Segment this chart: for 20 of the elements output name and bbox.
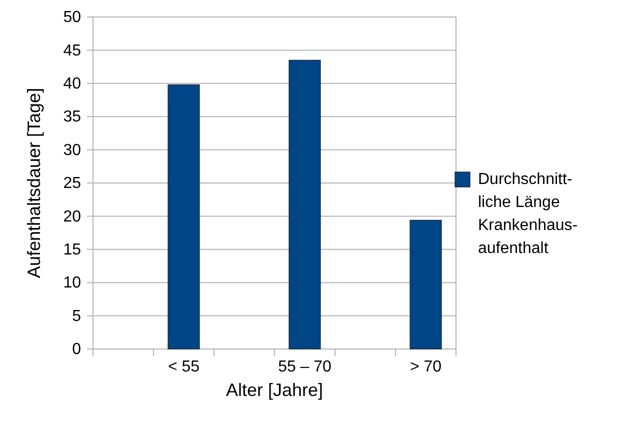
y-tick-label: 35 bbox=[63, 108, 82, 126]
y-tick-label: 50 bbox=[63, 9, 82, 26]
y-tick-label: 45 bbox=[63, 42, 82, 60]
bar bbox=[288, 60, 321, 350]
y-tick-label: 5 bbox=[72, 308, 82, 325]
y-tick-label: 25 bbox=[63, 175, 82, 192]
bar bbox=[410, 220, 442, 350]
x-axis-title: Alter [Jahre] bbox=[226, 380, 324, 400]
x-tick-label: < 55 bbox=[168, 358, 200, 376]
y-tick-label: 40 bbox=[63, 76, 82, 93]
x-tick-label: 55 – 70 bbox=[278, 358, 332, 376]
y-tick-label: 20 bbox=[63, 208, 82, 226]
y-tick-label: 15 bbox=[63, 242, 82, 259]
x-tick-label: > 70 bbox=[410, 358, 442, 376]
y-axis-title: Aufenthaltsdauer [Tage] bbox=[24, 88, 44, 278]
bar bbox=[168, 84, 200, 350]
legend-label: Durchschnitt- liche Länge Krankenhaus- aufenthalt bbox=[478, 171, 578, 258]
y-tick-label: 30 bbox=[63, 142, 82, 159]
y-tick-label: 10 bbox=[63, 274, 82, 292]
y-tick-label: 0 bbox=[72, 341, 82, 358]
